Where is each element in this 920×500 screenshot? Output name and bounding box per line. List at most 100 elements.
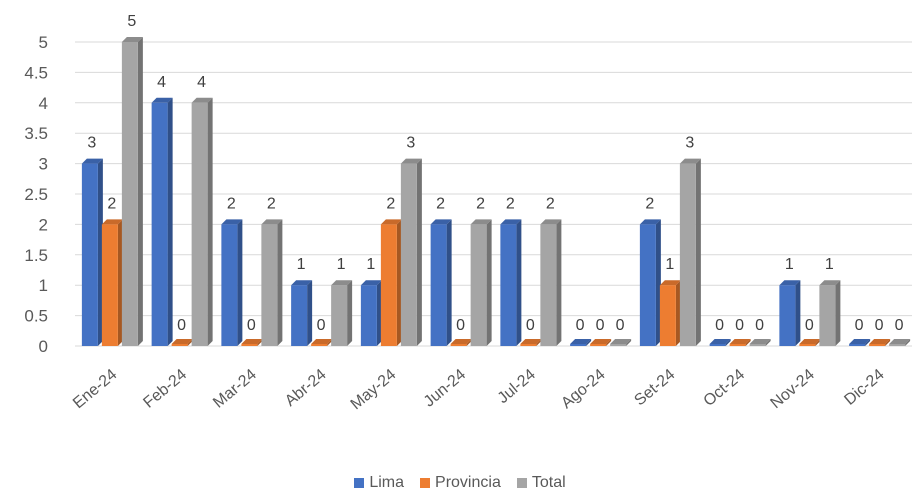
data-label: 3 <box>406 135 415 152</box>
data-label: 0 <box>805 317 814 334</box>
data-label: 2 <box>386 195 395 212</box>
bar-top <box>81 158 103 164</box>
bar-top <box>610 339 632 344</box>
data-label: 2 <box>546 195 555 212</box>
bar-top <box>221 219 243 225</box>
bar-top <box>659 280 681 286</box>
data-label: 3 <box>87 135 96 152</box>
bar-top <box>380 219 402 225</box>
data-label: 4 <box>197 74 206 91</box>
bar-top <box>151 97 173 103</box>
bar <box>570 344 587 346</box>
bar-side <box>675 280 681 346</box>
legend-label-provincia: Provincia <box>435 474 501 491</box>
bar-side <box>815 339 821 346</box>
bar-top <box>500 219 522 225</box>
data-label: 1 <box>785 256 794 273</box>
bar-side <box>277 219 283 346</box>
bar-side <box>885 339 891 346</box>
bar <box>869 344 886 346</box>
bar-top <box>400 158 422 164</box>
bar-side <box>516 219 522 346</box>
data-label: 2 <box>645 195 654 212</box>
bar <box>520 344 537 346</box>
bar-top <box>430 219 452 225</box>
bar-top <box>520 339 542 344</box>
bar <box>709 344 726 346</box>
bar-top <box>679 158 701 164</box>
bar <box>540 224 557 346</box>
bar <box>779 285 796 346</box>
y-tick-label: 3 <box>39 155 48 174</box>
data-label: 2 <box>227 195 236 212</box>
data-label: 1 <box>337 256 346 273</box>
bar-side <box>466 339 472 346</box>
bar-top <box>639 219 661 225</box>
bar-side <box>745 339 751 346</box>
data-label: 2 <box>476 195 485 212</box>
bar-top <box>360 280 382 286</box>
bar-side <box>536 339 542 346</box>
bar-side <box>865 339 871 346</box>
bar-side <box>695 158 701 346</box>
bar <box>380 224 397 346</box>
data-label: 0 <box>177 317 186 334</box>
data-label: 4 <box>157 74 166 91</box>
bar-top <box>121 37 143 42</box>
x-tick-label: Nov-24 <box>768 366 819 412</box>
data-label: 0 <box>616 317 625 334</box>
bars <box>81 37 911 346</box>
bar <box>151 102 168 346</box>
data-label: 5 <box>127 13 136 30</box>
x-tick-label: Ene-24 <box>70 366 121 412</box>
bar-side <box>626 339 632 346</box>
bar-top <box>261 219 283 225</box>
y-tick-label: 0.5 <box>24 307 48 326</box>
bar-side <box>97 158 103 346</box>
bar-side <box>586 339 592 346</box>
data-label: 1 <box>825 256 834 273</box>
bar <box>430 224 447 346</box>
x-tick-label: Set-24 <box>631 366 678 409</box>
y-tick-label: 2 <box>39 215 48 234</box>
bar <box>171 344 188 346</box>
bar <box>889 344 906 346</box>
x-tick-label: Abr-24 <box>282 366 330 410</box>
bar <box>400 163 417 346</box>
bar-top <box>779 280 801 286</box>
bar-side <box>237 219 243 346</box>
bar <box>470 224 487 346</box>
bar-side <box>376 280 382 346</box>
x-tick-label: Feb-24 <box>140 366 190 412</box>
bar <box>639 224 656 346</box>
legend-swatch-provincia <box>420 478 431 488</box>
bar <box>311 344 328 346</box>
bar <box>101 224 118 346</box>
bar-top <box>570 339 592 344</box>
y-axis-ticks: 0 0.5 1 1.5 2 2.5 3 3.5 4 4.5 5 <box>24 33 48 356</box>
y-tick-label: 3.5 <box>24 124 48 143</box>
data-label: 1 <box>665 256 674 273</box>
bar <box>799 344 816 346</box>
bar-side <box>257 339 263 346</box>
x-tick-label: Jul-24 <box>495 366 539 407</box>
bar-side <box>396 219 402 346</box>
data-label: 2 <box>267 195 276 212</box>
legend-swatch-lima <box>354 478 365 488</box>
bar-top <box>590 339 612 344</box>
bar <box>261 224 278 346</box>
bar <box>191 102 208 346</box>
bar-side <box>307 280 313 346</box>
bar-top <box>729 339 751 344</box>
data-label: 2 <box>107 195 116 212</box>
bar-top <box>291 280 313 286</box>
legend: Lima Provincia Total <box>0 474 920 492</box>
bar-side <box>606 339 612 346</box>
bar <box>610 344 627 346</box>
bar-top <box>540 219 562 225</box>
bar-side <box>187 339 193 346</box>
x-tick-label: Oct-24 <box>700 366 748 410</box>
bar-side <box>725 339 731 346</box>
bar <box>291 285 308 346</box>
